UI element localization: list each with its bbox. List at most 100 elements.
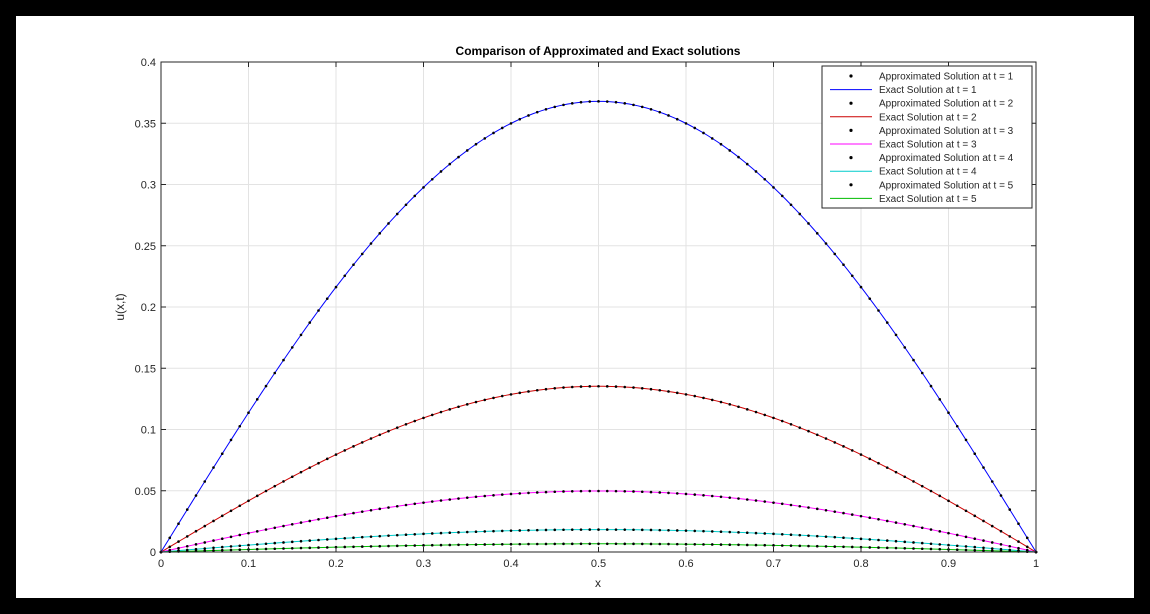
data-point (255, 494, 259, 498)
data-point (850, 545, 854, 549)
data-point (369, 545, 373, 548)
data-point (605, 542, 609, 546)
data-point (500, 126, 504, 130)
data-point (1017, 546, 1020, 550)
data-point (702, 543, 705, 546)
data-point (842, 536, 845, 540)
legend-entry: Approximated Solution at t = 4 (849, 153, 1014, 164)
data-point (798, 426, 802, 429)
data-point (535, 528, 539, 532)
data-point (212, 546, 215, 550)
series-layer (159, 100, 1038, 554)
data-point (220, 548, 224, 552)
data-point (737, 497, 740, 500)
data-point (824, 242, 828, 245)
data-point (220, 452, 224, 455)
data-point (325, 546, 329, 549)
data-point (264, 542, 268, 546)
data-point (903, 540, 907, 544)
data-point (422, 501, 425, 504)
legend-label: Approximated Solution at t = 3 (879, 126, 1014, 137)
data-point (702, 493, 705, 497)
data-point (903, 475, 907, 479)
data-point (964, 509, 968, 513)
data-point (500, 529, 504, 533)
data-point (649, 108, 653, 111)
data-point (527, 390, 530, 393)
x-tick-label: 0.5 (591, 558, 606, 570)
data-point (719, 530, 723, 534)
data-point (667, 528, 670, 532)
data-point (212, 549, 215, 552)
data-point (605, 385, 609, 388)
y-tick-label: 0.4 (141, 57, 156, 69)
data-point (990, 524, 994, 528)
data-point (815, 534, 819, 538)
data-point (920, 526, 924, 530)
data-point (273, 371, 277, 375)
ticks: 0 0.1 0.2 0.3 0.4 0.5 0.6 0.7 0.8 0.9 1 0 0.05 0.1 0.1… (135, 57, 1039, 570)
data-point (667, 114, 670, 117)
legend-marker-swatch (849, 128, 853, 132)
data-point (483, 494, 487, 498)
data-point (649, 542, 653, 546)
data-point (255, 543, 259, 546)
data-point (492, 493, 495, 497)
data-point (229, 509, 233, 513)
data-point (282, 547, 285, 550)
data-point (938, 398, 942, 401)
data-point (710, 137, 714, 140)
y-tick-label: 0.15 (135, 363, 156, 375)
data-point (614, 489, 618, 493)
data-point (920, 484, 924, 488)
data-point (264, 489, 268, 493)
data-point (264, 384, 268, 388)
data-point (780, 544, 784, 547)
legend-label: Exact Solution at t = 3 (879, 140, 977, 151)
data-point (465, 530, 469, 534)
data-point (457, 531, 460, 534)
data-point (527, 491, 530, 495)
data-point (535, 491, 539, 494)
data-point (588, 100, 592, 103)
data-point (894, 333, 898, 337)
data-point (964, 438, 968, 442)
data-point (439, 531, 443, 535)
data-point (177, 540, 180, 543)
data-point (299, 521, 303, 524)
legend-entry: Exact Solution at t = 4 (830, 167, 977, 178)
data-point (903, 523, 907, 526)
data-point (439, 170, 443, 173)
data-point (623, 542, 627, 546)
x-tick-label: 1 (1033, 558, 1039, 570)
data-point (185, 535, 189, 538)
data-point (343, 513, 347, 516)
legend-label: Approximated Solution at t = 1 (879, 72, 1014, 83)
data-point (439, 543, 443, 547)
data-point (658, 542, 662, 546)
data-point (649, 387, 653, 391)
data-point (614, 542, 618, 546)
y-tick-label: 0 (150, 547, 156, 559)
data-point (299, 470, 303, 474)
data-point (973, 537, 977, 540)
data-point (798, 212, 802, 216)
legend-marker-swatch (849, 183, 853, 187)
data-point (649, 490, 653, 494)
data-point (544, 542, 548, 546)
data-point (404, 544, 408, 547)
data-point (334, 453, 338, 456)
data-point (588, 542, 592, 546)
data-point (220, 537, 224, 540)
data-point (640, 490, 644, 494)
data-point (562, 386, 565, 389)
data-point (763, 543, 767, 547)
data-point (737, 543, 740, 547)
data-point (929, 542, 933, 546)
data-point (675, 542, 679, 546)
data-point (982, 546, 985, 550)
data-point (562, 528, 565, 532)
data-point (308, 466, 312, 469)
data-point (343, 274, 347, 278)
data-point (430, 177, 434, 181)
